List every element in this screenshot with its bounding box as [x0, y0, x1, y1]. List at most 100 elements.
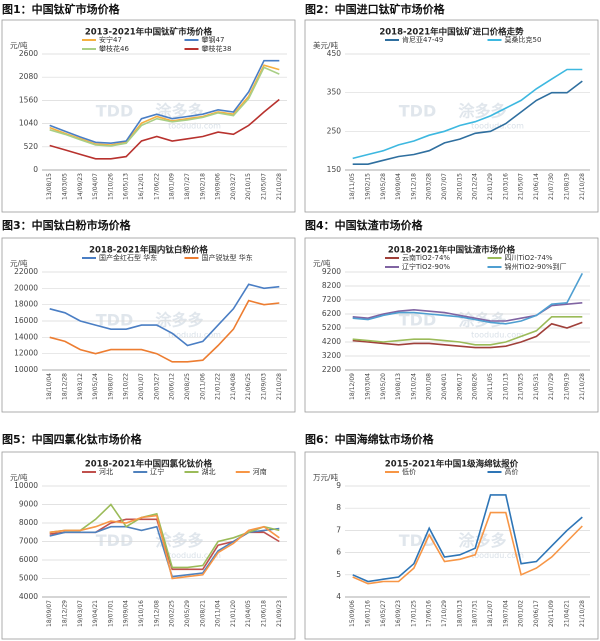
x-tick-label: 14/09/23 [77, 173, 84, 200]
x-tick-label: 20/06/12 [169, 373, 176, 400]
y-tick-label: 1040 [19, 119, 38, 128]
x-tick-label: 19/09/06 [215, 173, 222, 200]
x-tick-label: 19/04/21 [92, 600, 99, 627]
x-tick-label: 19/07/01 [107, 600, 114, 627]
x-tick-label: 19/12/18 [410, 173, 417, 200]
chart-title: 2013-2021年中国钛矿市场价格 [85, 27, 213, 38]
y-tick-label: 22000 [14, 267, 38, 276]
y-tick-label: 250 [327, 126, 342, 135]
x-tick-label: 18/07/31 [472, 600, 479, 627]
x-tick-label: 20/05/29 [184, 600, 191, 627]
watermark-logo: TDD [96, 531, 133, 550]
x-tick-label: 13/08/15 [46, 173, 53, 200]
legend-label: 辽宁 [150, 467, 164, 476]
x-tick-label: 20/02/25 [169, 600, 176, 627]
x-tick-label: 21/10/28 [579, 173, 586, 200]
y-tick-label: 8 [336, 503, 341, 512]
y-tick-label: 2600 [19, 49, 38, 58]
x-tick-label: 18/01/09 [169, 173, 176, 200]
y-tick-label: 9000 [19, 500, 38, 509]
x-tick-label: 19/05/20 [380, 373, 387, 400]
legend-label: 低价 [402, 467, 416, 476]
x-tick-label: 19/10/22 [123, 373, 130, 400]
x-tick-label: 15/09/06 [349, 600, 356, 627]
watermark-name: 涂多多 [458, 531, 506, 550]
chart-title: 2015-2021年中国1级海绵钛报价 [385, 459, 519, 470]
x-tick-label: 20/10/15 [245, 173, 252, 200]
watermark-logo: TDD [96, 102, 133, 121]
chart-frame [1, 451, 296, 640]
x-tick-label: 19/05/28 [380, 173, 387, 200]
legend-label: 安宁47 [99, 35, 122, 44]
series-line [49, 98, 280, 160]
series-line [352, 80, 583, 165]
x-tick-label: 21/07/30 [548, 173, 555, 200]
legend-label: 攀钢47 [202, 35, 225, 44]
caption: 图1：中国钛矿市场价格 [2, 2, 121, 16]
x-tick-label: 19/09/04 [395, 173, 402, 200]
y-tick-label: 350 [327, 88, 342, 97]
watermark-name: 涂多多 [458, 102, 506, 121]
x-tick-label: 21/03/25 [518, 373, 525, 400]
x-tick-label: 18/11/05 [349, 173, 356, 200]
series-line [352, 68, 583, 160]
x-tick-label: 20/06/17 [456, 373, 463, 400]
y-tick-label: 2200 [322, 365, 341, 374]
series-line [352, 316, 583, 346]
y-tick-label: 1560 [19, 95, 38, 104]
y-tick-label: 450 [327, 49, 342, 58]
x-tick-label: 21/10/28 [579, 600, 586, 627]
y-tick-label: 7 [336, 525, 341, 534]
x-tick-label: 14/03/05 [61, 173, 68, 200]
y-tick-label: 150 [327, 165, 342, 174]
x-tick-label: 19/05/24 [92, 373, 99, 400]
chart-title: 2018-2021年中国钛矿进口价格走势 [379, 27, 524, 38]
y-tick-label: 10000 [14, 365, 38, 374]
x-tick-label: 21/04/05 [245, 600, 252, 627]
x-tick-label: 21/07/29 [548, 373, 555, 400]
x-tick-label: 17/10/29 [441, 600, 448, 627]
x-tick-label: 16/05/13 [123, 173, 130, 200]
x-tick-label: 21/09/23 [276, 600, 283, 627]
x-tick-label: 21/09/19 [564, 373, 571, 400]
watermark-logo: TDD [399, 311, 436, 330]
x-tick-label: 18/12/28 [61, 373, 68, 400]
x-tick-label: 20/01/08 [426, 373, 433, 400]
watermark-site: toodudu.com [168, 551, 221, 560]
y-tick-label: 18000 [14, 300, 38, 309]
y-tick-label: 5 [336, 570, 341, 579]
series-line [352, 494, 583, 583]
x-tick-label: 18/10/04 [46, 373, 53, 400]
x-tick-label: 21/06/18 [261, 600, 268, 627]
legend-label: 河北 [99, 468, 113, 476]
y-tick-label: 6000 [19, 555, 38, 564]
y-tick-label: 3200 [322, 351, 341, 360]
y-tick-label: 8000 [19, 518, 38, 527]
y-tick-label: 5000 [19, 574, 38, 583]
x-tick-label: 21/01/20 [230, 600, 237, 627]
y-tick-label: 7000 [19, 537, 38, 546]
y-tick-label: 9200 [322, 267, 341, 276]
x-tick-label: 21/01/29 [487, 173, 494, 200]
x-tick-label: 20/11/05 [487, 373, 494, 400]
x-tick-label: 21/01/22 [215, 373, 222, 400]
x-tick-label: 20/11/06 [199, 373, 206, 400]
legend-label: 云南TiO2-74% [402, 253, 450, 262]
series-line [49, 283, 280, 347]
x-tick-label: 18/12/29 [61, 600, 68, 627]
series-line [49, 66, 280, 147]
y-tick-label: 5200 [322, 323, 341, 332]
x-tick-label: 21/03/16 [502, 173, 509, 200]
chart-frame [304, 19, 599, 213]
x-tick-label: 20/10/15 [456, 173, 463, 200]
x-tick-label: 20/04/01 [441, 373, 448, 400]
x-tick-label: 20/11/09 [548, 600, 555, 627]
legend-label: 锦州TiO2-90%到厂 [505, 262, 567, 271]
x-tick-label: 19/10/16 [138, 600, 145, 627]
y-tick-label: 12000 [14, 349, 38, 358]
legend-label: 国产金红石型 华东 [99, 253, 157, 262]
series-line [352, 321, 583, 349]
caption: 图6：中国海绵钛市场价格 [305, 432, 435, 446]
y-tick-label: 8200 [322, 281, 341, 290]
watermark-site: toodudu.com [471, 331, 524, 340]
